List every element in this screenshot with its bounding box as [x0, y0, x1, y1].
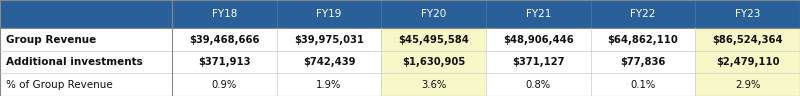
Text: 0.9%: 0.9%: [212, 80, 237, 90]
Bar: [486, 28, 590, 51]
Text: FY19: FY19: [316, 9, 342, 19]
Bar: [590, 0, 695, 28]
Bar: [695, 0, 800, 28]
Bar: [0, 28, 172, 51]
Text: Group Revenue: Group Revenue: [6, 35, 97, 45]
Bar: [695, 28, 800, 51]
Text: $77,836: $77,836: [620, 57, 666, 67]
Text: 2.9%: 2.9%: [735, 80, 760, 90]
Text: $86,524,364: $86,524,364: [712, 35, 783, 45]
Text: 3.6%: 3.6%: [421, 80, 446, 90]
Bar: [486, 51, 590, 73]
Text: FY23: FY23: [735, 9, 760, 19]
Text: $1,630,905: $1,630,905: [402, 57, 466, 67]
Text: $48,906,446: $48,906,446: [503, 35, 574, 45]
Text: 0.1%: 0.1%: [630, 80, 656, 90]
Bar: [486, 73, 590, 96]
Text: FY20: FY20: [421, 9, 446, 19]
Text: 1.9%: 1.9%: [316, 80, 342, 90]
Text: $39,468,666: $39,468,666: [189, 35, 259, 45]
Bar: [695, 51, 800, 73]
Text: FY21: FY21: [526, 9, 551, 19]
Text: $2,479,110: $2,479,110: [716, 57, 779, 67]
Text: $39,975,031: $39,975,031: [294, 35, 364, 45]
Bar: [590, 28, 695, 51]
Bar: [590, 51, 695, 73]
Text: $371,913: $371,913: [198, 57, 250, 67]
Bar: [172, 73, 277, 96]
Bar: [486, 0, 590, 28]
Text: % of Group Revenue: % of Group Revenue: [6, 80, 113, 90]
Text: $45,495,584: $45,495,584: [398, 35, 469, 45]
Bar: [277, 28, 382, 51]
Bar: [695, 73, 800, 96]
Bar: [172, 51, 277, 73]
Bar: [0, 0, 172, 28]
Text: FY22: FY22: [630, 9, 656, 19]
Text: Additional investments: Additional investments: [6, 57, 143, 67]
Bar: [172, 28, 277, 51]
Bar: [277, 51, 382, 73]
Bar: [277, 0, 382, 28]
Bar: [590, 73, 695, 96]
Bar: [172, 0, 277, 28]
Text: $371,127: $371,127: [512, 57, 565, 67]
Bar: [382, 73, 486, 96]
Bar: [0, 51, 172, 73]
Bar: [382, 51, 486, 73]
Text: $742,439: $742,439: [302, 57, 355, 67]
Bar: [0, 73, 172, 96]
Text: FY18: FY18: [212, 9, 237, 19]
Bar: [382, 0, 486, 28]
Bar: [277, 73, 382, 96]
Text: $64,862,110: $64,862,110: [608, 35, 678, 45]
Bar: [382, 28, 486, 51]
Text: 0.8%: 0.8%: [526, 80, 551, 90]
